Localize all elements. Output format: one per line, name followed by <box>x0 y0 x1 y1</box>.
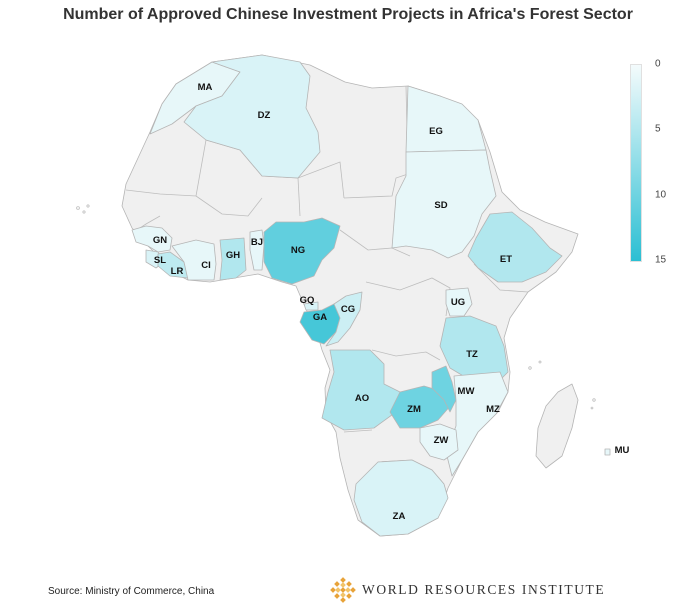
source-note: Source: Ministry of Commerce, China <box>48 586 215 597</box>
legend-tick: 0 <box>655 58 661 70</box>
label-et: ET <box>500 254 512 265</box>
country-angola[interactable] <box>321 349 401 431</box>
country-sudan[interactable] <box>391 149 497 259</box>
wri-logo-icon <box>330 577 356 603</box>
country-congo[interactable] <box>325 291 363 347</box>
country-ivory-coast[interactable] <box>171 239 217 281</box>
country-egypt[interactable] <box>405 85 487 153</box>
legend-tick: 10 <box>655 189 667 201</box>
label-zm: ZM <box>407 404 421 415</box>
label-mz: MZ <box>486 404 500 415</box>
label-ng: NG <box>291 245 305 256</box>
label-lr: LR <box>171 266 184 277</box>
label-gq: GQ <box>300 295 315 306</box>
country-uganda[interactable] <box>445 287 473 317</box>
label-sl: SL <box>154 255 166 266</box>
label-gn: GN <box>153 235 167 246</box>
country-labels: MA DZ EG SD GN SL LR CI GH BJ NG ET GQ G… <box>153 82 630 522</box>
label-gh: GH <box>226 250 240 261</box>
country-algeria[interactable] <box>183 54 321 179</box>
country-shapes <box>131 54 611 537</box>
country-south-africa[interactable] <box>353 459 449 537</box>
map-title: Number of Approved Chinese Investment Pr… <box>63 6 633 23</box>
legend-gradient-bar <box>630 64 642 262</box>
country-guinea[interactable] <box>131 225 173 253</box>
country-ghana[interactable] <box>219 237 247 281</box>
country-mauritius[interactable] <box>604 448 611 456</box>
country-ethiopia[interactable] <box>467 211 563 283</box>
country-mozambique[interactable] <box>445 371 509 477</box>
madagascar <box>535 383 579 469</box>
label-ao: AO <box>355 393 369 404</box>
label-mw: MW <box>458 386 475 397</box>
label-zw: ZW <box>434 435 449 446</box>
wri-logo: WORLD RESOURCES INSTITUTE <box>330 575 605 605</box>
small-islands <box>76 204 596 410</box>
label-cg: CG <box>341 304 355 315</box>
country-equatorial-guinea[interactable] <box>303 301 319 311</box>
country-malawi[interactable] <box>431 365 457 413</box>
country-benin[interactable] <box>249 229 265 271</box>
legend-tick: 5 <box>655 123 661 135</box>
label-bj: BJ <box>251 237 263 248</box>
label-ci: CI <box>201 260 211 271</box>
label-ma: MA <box>198 82 213 93</box>
color-legend: 0 5 10 15 <box>618 58 678 268</box>
label-ga: GA <box>313 312 327 323</box>
country-zimbabwe[interactable] <box>419 423 459 461</box>
label-dz: DZ <box>258 110 271 121</box>
label-za: ZA <box>393 511 406 522</box>
label-ug: UG <box>451 297 465 308</box>
wri-logo-text: WORLD RESOURCES INSTITUTE <box>362 582 606 597</box>
label-sd: SD <box>434 200 447 211</box>
label-eg: EG <box>429 126 443 137</box>
label-tz: TZ <box>466 349 478 360</box>
label-mu: MU <box>615 445 630 456</box>
country-nigeria[interactable] <box>263 217 341 285</box>
country-zambia[interactable] <box>389 385 453 429</box>
legend-tick: 15 <box>655 254 667 266</box>
